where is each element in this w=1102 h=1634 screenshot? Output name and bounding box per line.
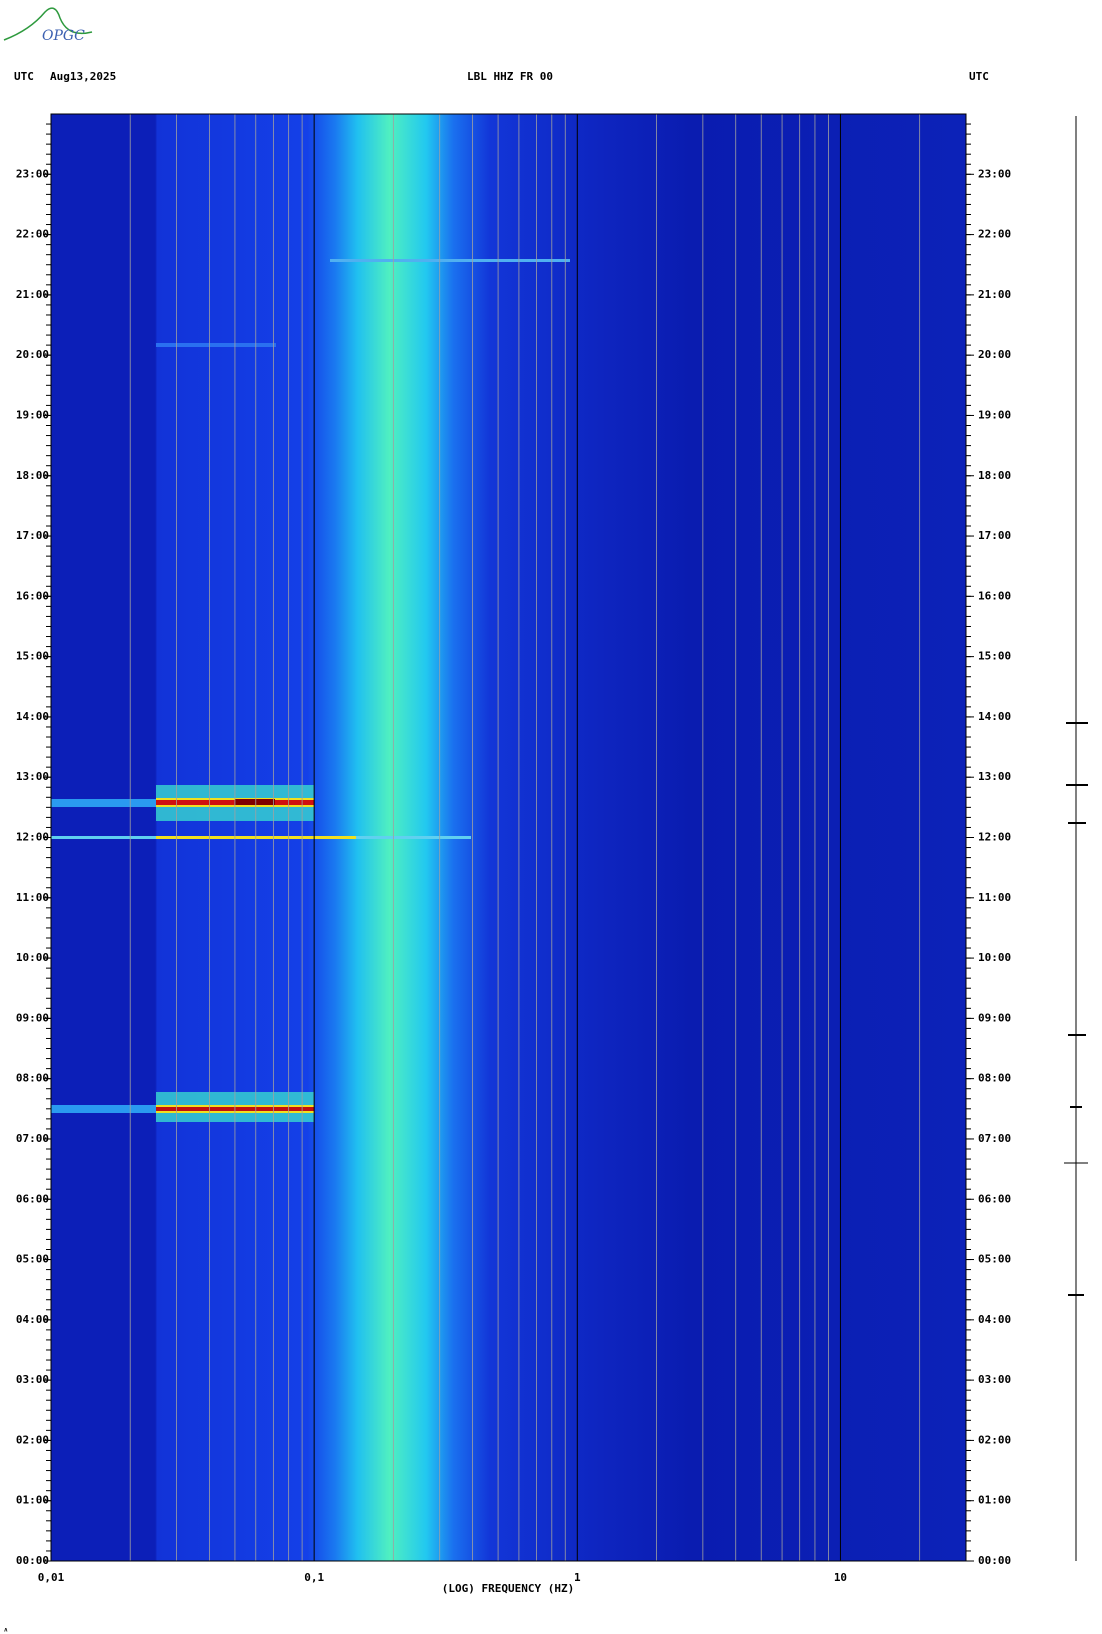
x-tick-label: 0,1 xyxy=(304,1571,324,1584)
streak xyxy=(235,799,275,805)
y-tick-label: 10:00 xyxy=(978,951,1011,964)
y-tick-label: 21:00 xyxy=(16,288,49,301)
y-tick-label: 01:00 xyxy=(16,1494,49,1507)
logo: OPGC xyxy=(3,7,93,44)
date: Aug13,2025 xyxy=(50,70,116,83)
y-tick-label: 15:00 xyxy=(16,650,49,663)
x-tick-label: 10 xyxy=(834,1571,847,1584)
y-tick-label: 06:00 xyxy=(16,1192,49,1205)
y-tick-label: 14:00 xyxy=(16,710,49,723)
y-tick-label: 05:00 xyxy=(978,1253,1011,1266)
y-tick-label: 17:00 xyxy=(978,529,1011,542)
y-tick-label: 04:00 xyxy=(978,1313,1011,1326)
streak xyxy=(51,1105,156,1113)
y-tick-label: 17:00 xyxy=(16,529,49,542)
y-tick-label: 02:00 xyxy=(978,1433,1011,1446)
y-tick-label: 08:00 xyxy=(16,1072,49,1085)
y-tick-label: 10:00 xyxy=(16,951,49,964)
y-tick-label: 00:00 xyxy=(978,1554,1011,1567)
y-tick-label: 23:00 xyxy=(978,167,1011,180)
y-tick-label: 14:00 xyxy=(978,710,1011,723)
y-tick-label: 02:00 xyxy=(16,1433,49,1446)
y-tick-label: 06:00 xyxy=(978,1192,1011,1205)
y-tick-label: 19:00 xyxy=(978,408,1011,421)
y-tick-label: 11:00 xyxy=(978,891,1011,904)
y-tick-label: 00:00 xyxy=(16,1554,49,1567)
streak xyxy=(330,259,570,262)
y-tick-label: 08:00 xyxy=(978,1072,1011,1085)
y-tick-label: 16:00 xyxy=(978,589,1011,602)
y-tick-label: 16:00 xyxy=(16,589,49,602)
streak xyxy=(51,799,156,807)
y-tick-label: 20:00 xyxy=(978,348,1011,361)
x-axis-label: (LOG) FREQUENCY (HZ) xyxy=(442,1582,574,1595)
streak xyxy=(156,343,276,347)
chart-title: LBL HHZ FR 00 xyxy=(467,70,553,83)
y-tick-label: 01:00 xyxy=(978,1494,1011,1507)
y-tick-label: 21:00 xyxy=(978,288,1011,301)
seismic-trace xyxy=(1064,116,1088,1561)
y-tick-label: 03:00 xyxy=(16,1373,49,1386)
y-tick-label: 07:00 xyxy=(16,1132,49,1145)
x-tick-label: 0,01 xyxy=(38,1571,65,1584)
y-tick-label: 20:00 xyxy=(16,348,49,361)
y-tick-label: 12:00 xyxy=(16,831,49,844)
y-tick-label: 03:00 xyxy=(978,1373,1011,1386)
y-tick-label: 18:00 xyxy=(16,469,49,482)
plot-frame xyxy=(50,113,967,1562)
spectrogram xyxy=(51,114,966,1561)
logo-text: OPGC xyxy=(42,28,85,44)
header-left: UTC xyxy=(14,70,34,83)
y-tick-label: 23:00 xyxy=(16,167,49,180)
y-tick-label: 22:00 xyxy=(16,228,49,241)
y-tick-label: 04:00 xyxy=(16,1313,49,1326)
y-tick-label: 09:00 xyxy=(16,1011,49,1024)
y-tick-label: 13:00 xyxy=(978,770,1011,783)
y-tick-label: 05:00 xyxy=(16,1253,49,1266)
y-tick-label: 12:00 xyxy=(978,831,1011,844)
x-tick-label: 1 xyxy=(574,1571,581,1584)
corner-mark: ʌ xyxy=(4,1627,8,1634)
y-tick-label: 18:00 xyxy=(978,469,1011,482)
y-tick-label: 15:00 xyxy=(978,650,1011,663)
header-right: UTC xyxy=(969,70,989,83)
y-tick-label: 09:00 xyxy=(978,1011,1011,1024)
y-tick-label: 22:00 xyxy=(978,228,1011,241)
y-tick-label: 19:00 xyxy=(16,408,49,421)
y-tick-label: 07:00 xyxy=(978,1132,1011,1145)
y-tick-label: 13:00 xyxy=(16,770,49,783)
y-tick-label: 11:00 xyxy=(16,891,49,904)
